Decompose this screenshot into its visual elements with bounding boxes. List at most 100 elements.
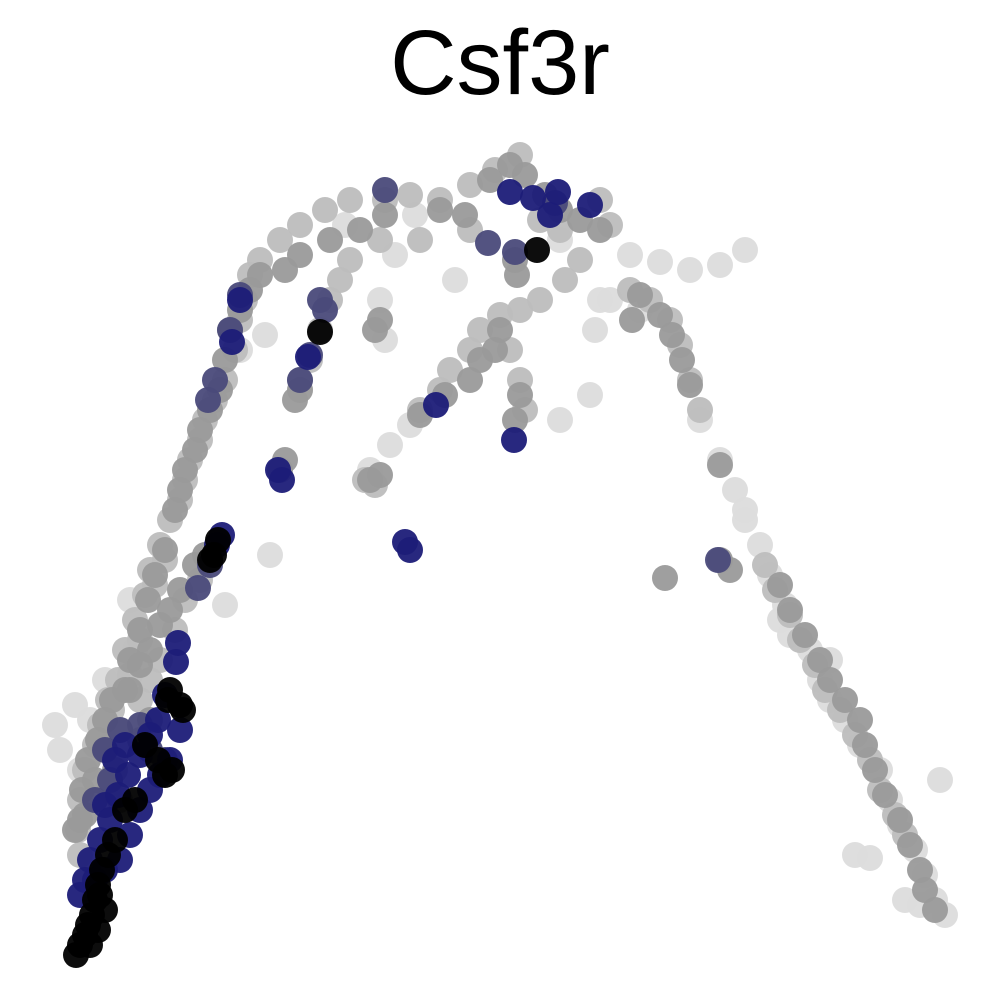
data-point-high [227,287,253,313]
data-point-high [167,717,193,743]
data-point-high-dim [475,230,501,256]
data-point-low [927,767,953,793]
data-point-max [307,319,333,345]
data-point-high [219,329,245,355]
data-point-mid [817,667,843,693]
data-point-low [252,322,278,348]
data-point-mid-low [567,247,593,273]
data-point-high [295,344,321,370]
data-point-mid-low [337,247,363,273]
data-point-mid [619,307,645,333]
data-point-low [732,497,758,523]
data-point-mid [669,347,695,373]
data-point-mid-low [367,227,393,253]
data-point-mid [167,477,193,503]
data-point-low [647,249,673,275]
data-point-low [547,407,573,433]
data-point-mid [897,832,923,858]
data-point-high-dim [195,387,221,413]
data-point-mid [647,302,673,328]
data-point-low [582,317,608,343]
data-point-mid-low [527,287,553,313]
data-point-low [62,692,88,718]
data-point-max [87,882,113,908]
data-point-low [367,287,393,313]
data-point-high [497,179,523,205]
data-point-high [545,179,571,205]
data-point-mid [152,537,178,563]
data-point-mid [427,197,453,223]
data-point-mid [677,372,703,398]
data-point-high-dim [502,239,528,265]
chart-title: Csf3r [390,12,610,114]
data-point-low [617,242,643,268]
data-point-mid [912,877,938,903]
data-point-mid [142,562,168,588]
data-point-mid-low [407,227,433,253]
data-point-mid-low [467,317,493,343]
data-point-mid-low [457,172,483,198]
data-point-high [92,792,118,818]
data-point-low [857,845,883,871]
data-point-mid-low [287,212,313,238]
data-point-low [257,542,283,568]
data-point-high [165,630,191,656]
data-point-mid [487,317,513,343]
data-point-mid [832,687,858,713]
data-point-mid [872,782,898,808]
data-point-mid [317,227,343,253]
data-point-high-dim [312,297,338,323]
data-point-mid [162,497,188,523]
data-point-mid [707,452,733,478]
data-point-mid [777,597,803,623]
data-point-mid-low [752,552,778,578]
data-point-mid [452,202,478,228]
data-point-high [501,427,527,453]
data-point-low [577,382,603,408]
data-point-mid-low [552,267,578,293]
data-point-low [597,287,623,313]
data-point-mid [135,587,161,613]
data-point-mid [477,167,503,193]
data-point-max [524,237,550,263]
data-point-low [377,432,403,458]
data-point-high [163,649,189,675]
data-point-low [42,712,68,738]
data-point-low [47,737,73,763]
data-point-mid [502,407,528,433]
data-point-low [707,252,733,278]
data-point-high [537,202,563,228]
data-point-mid [907,857,933,883]
data-point-mid-low [687,397,713,423]
data-point-mid [807,647,833,673]
data-point-high-dim [372,177,398,203]
data-point-mid [347,217,373,243]
data-point-mid-low [267,227,293,253]
data-point-mid [187,417,213,443]
data-point-mid [362,317,388,343]
data-point-max [132,732,158,758]
data-point-mid [62,817,88,843]
data-point-high-dim [705,547,731,573]
data-point-mid [147,612,173,638]
data-point-max [85,917,111,943]
data-point-low [402,202,428,228]
data-point-mid [652,565,678,591]
data-point-mid-low [397,182,423,208]
data-point-max [112,797,138,823]
data-point-mid [182,437,208,463]
data-point-high [102,747,128,773]
data-point-low [212,592,238,618]
data-point-mid [767,572,793,598]
data-point-high-dim [287,367,313,393]
data-point-mid [627,282,653,308]
data-point-low [442,267,468,293]
data-point-high [269,467,295,493]
data-point-mid [887,807,913,833]
points-layer [42,142,958,968]
data-point-mid-low [337,187,363,213]
data-point-mid [282,387,308,413]
data-point-mid [847,707,873,733]
data-point-low [732,237,758,263]
